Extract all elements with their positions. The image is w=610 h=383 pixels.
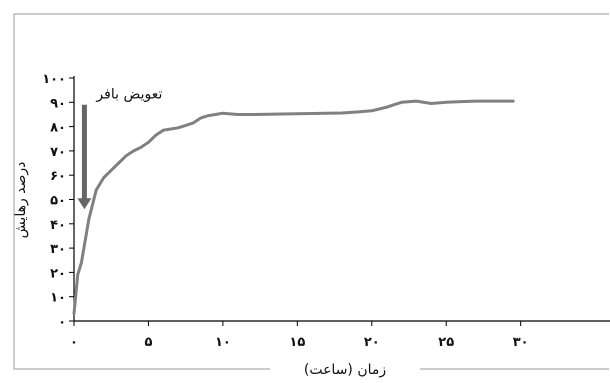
y-tick-label: ۱۰	[50, 291, 66, 306]
x-tick-label: ۱۰	[215, 335, 231, 350]
y-tick-label: ۱۰۰	[42, 72, 66, 87]
y-tick-label: ۵۰	[50, 194, 66, 209]
buffer-change-arrow-head	[77, 198, 92, 210]
x-tick-label: ۱۵	[289, 335, 305, 350]
y-tick-label: ۹۰	[50, 96, 66, 111]
y-tick-label: ۷۰	[50, 145, 66, 160]
x-axis-title: زمان (ساعت)	[304, 362, 386, 378]
outer-frame-left-top	[13, 13, 609, 370]
y-tick-label: ۲۰	[50, 266, 66, 281]
y-tick-label: ۸۰	[50, 121, 66, 136]
y-axis-title: درصد رهایش	[13, 162, 29, 239]
y-tick-label: ۰	[58, 315, 66, 330]
buffer-change-annotation: تعویض بافر	[95, 87, 162, 103]
x-tick-label: ۵	[144, 335, 152, 350]
y-tick-label: ۶۰	[50, 169, 66, 184]
x-tick-label: ۳۰	[513, 335, 529, 350]
release-curve-line	[72, 99, 515, 316]
x-tick-label: ۲۵	[438, 335, 454, 350]
x-tick-label: ۰	[70, 335, 78, 350]
y-tick-label: ۴۰	[50, 218, 66, 233]
y-tick-label: ۳۰	[50, 242, 66, 257]
x-tick-label: ۲۰	[364, 335, 380, 350]
